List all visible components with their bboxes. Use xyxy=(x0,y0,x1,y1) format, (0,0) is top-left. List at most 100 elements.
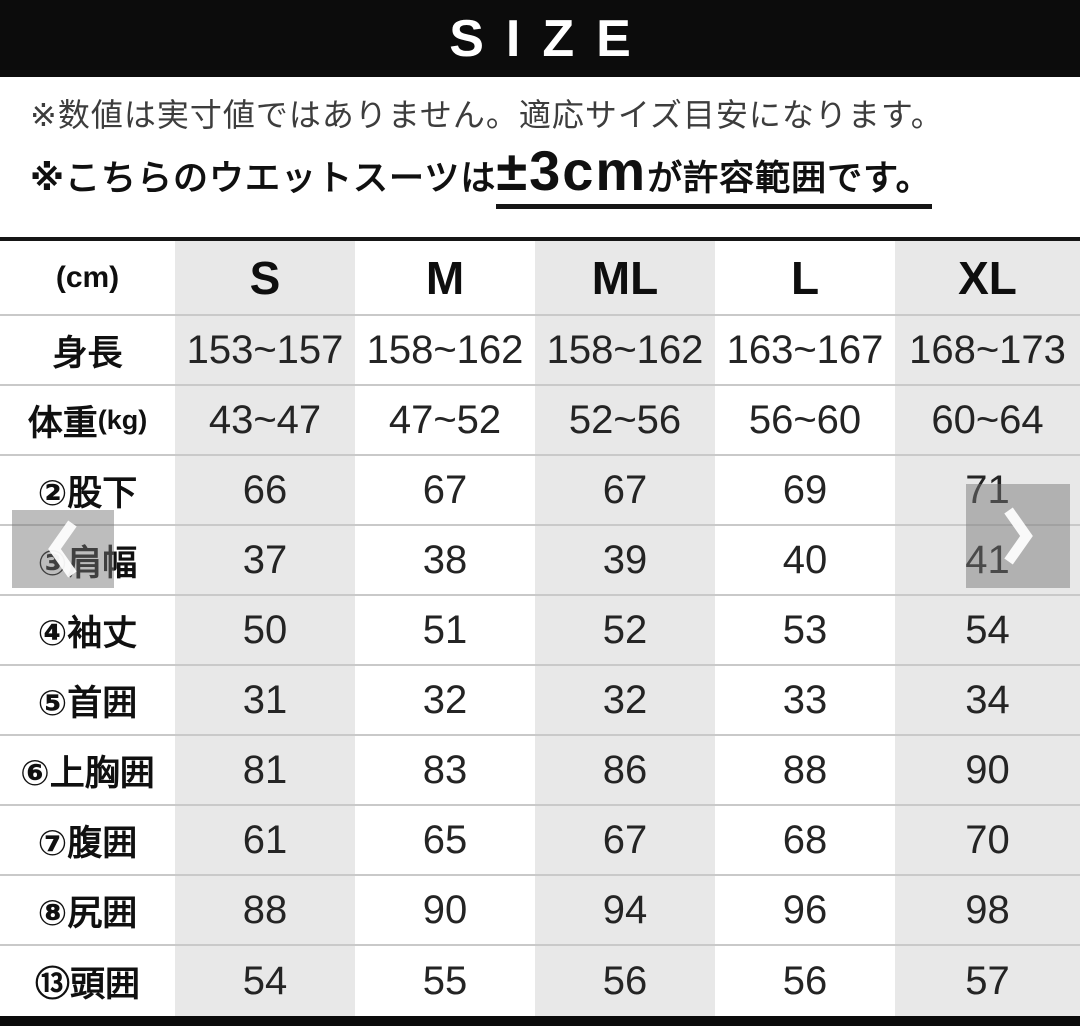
size-value: 37 xyxy=(175,526,355,594)
disclaimer-notes: ※数値は実寸値ではありません。適応サイズ目安になります。 ※こちらのウエットスー… xyxy=(0,77,1080,237)
note-tolerance-suffix: が許容範囲です。 xyxy=(647,158,932,198)
size-value: 153~157 xyxy=(175,316,355,384)
row-label-text: ⑤首囲 xyxy=(37,683,138,723)
size-value: 67 xyxy=(422,467,468,512)
size-value: 88 xyxy=(782,747,828,792)
table-row: ⑤首囲 31 32 32 33 34 xyxy=(0,666,1080,736)
size-value: 47~52 xyxy=(388,397,502,442)
table-row: ⑧尻囲 88 90 94 96 98 xyxy=(0,876,1080,946)
size-value: 96 xyxy=(782,887,828,932)
size-value: 57 xyxy=(895,946,1080,1016)
size-value: 56 xyxy=(782,958,828,1003)
tolerance-value: ±3cm xyxy=(496,138,648,202)
size-value: 90 xyxy=(895,736,1080,804)
column-header-l: L xyxy=(790,251,820,304)
size-value: 94 xyxy=(535,876,715,944)
size-value: 68 xyxy=(782,817,828,862)
size-value: 53 xyxy=(782,607,828,652)
chevron-right-icon xyxy=(1001,505,1035,567)
size-value: 39 xyxy=(535,526,715,594)
unit-header: (cm) xyxy=(55,260,120,294)
table-row: ⑦腹囲 61 65 67 68 70 xyxy=(0,806,1080,876)
row-label: 身長 xyxy=(0,316,175,384)
size-value: 54 xyxy=(175,946,355,1016)
size-value: 86 xyxy=(535,736,715,804)
row-label-text: ②股下 xyxy=(37,473,138,513)
size-value: 83 xyxy=(422,747,468,792)
table-row: ②股下 66 67 67 69 71 xyxy=(0,456,1080,526)
size-table: (cm) S M ML L XL 身長 153~157 158~162 158~162… xyxy=(0,237,1080,1026)
size-value: 56~60 xyxy=(748,397,862,442)
table-row: ③肩幅 37 38 39 40 41 xyxy=(0,526,1080,596)
previous-image-button[interactable] xyxy=(12,510,114,588)
table-row: ⑥上胸囲 81 83 86 88 90 xyxy=(0,736,1080,806)
size-value: 158~162 xyxy=(366,327,524,372)
size-value: 70 xyxy=(895,806,1080,874)
row-label-text: ⑥上胸囲 xyxy=(20,753,155,793)
column-header-xl: XL xyxy=(895,241,1080,314)
size-value: 67 xyxy=(535,456,715,524)
size-value: 168~173 xyxy=(895,316,1080,384)
size-value: 55 xyxy=(422,958,468,1003)
page-title: SIZE xyxy=(449,9,653,68)
size-value: 38 xyxy=(422,537,468,582)
table-row: ④袖丈 50 51 52 53 54 xyxy=(0,596,1080,666)
title-bar: SIZE xyxy=(0,0,1080,77)
row-label-text: ④袖丈 xyxy=(37,613,138,653)
size-value: 69 xyxy=(782,467,828,512)
size-table-body: 身長 153~157 158~162 158~162 163~167 168~173 体重(… xyxy=(0,316,1080,1016)
size-value: 41 xyxy=(895,526,1080,594)
column-header-s: S xyxy=(175,241,355,314)
size-value: 50 xyxy=(175,596,355,664)
size-value: 34 xyxy=(895,666,1080,734)
row-label: ⑤首囲 xyxy=(0,666,175,734)
row-label-text: 体重 xyxy=(27,403,98,443)
size-value: 88 xyxy=(175,876,355,944)
row-label-unit: (kg) xyxy=(97,404,148,435)
next-image-button[interactable] xyxy=(966,484,1070,588)
size-value: 158~162 xyxy=(535,316,715,384)
table-row: ⑬頭囲 54 55 56 56 57 xyxy=(0,946,1080,1016)
size-value: 56 xyxy=(535,946,715,1016)
size-value: 31 xyxy=(175,666,355,734)
size-value: 32 xyxy=(535,666,715,734)
note-tolerance: ※こちらのウエットスーツは±3cmが許容範囲です。 xyxy=(30,138,1080,209)
size-value: 65 xyxy=(422,817,468,862)
size-value: 90 xyxy=(422,887,468,932)
row-label-text: ⑦腹囲 xyxy=(37,823,138,863)
chevron-left-icon xyxy=(46,518,80,580)
size-value: 98 xyxy=(895,876,1080,944)
row-label-text: ⑧尻囲 xyxy=(37,893,138,933)
size-value: 52~56 xyxy=(535,386,715,454)
size-value: 66 xyxy=(175,456,355,524)
row-label: ⑧尻囲 xyxy=(0,876,175,944)
size-value: 81 xyxy=(175,736,355,804)
row-label-text: ⑬頭囲 xyxy=(34,964,140,1004)
row-label: ⑥上胸囲 xyxy=(0,736,175,804)
column-header-m: M xyxy=(425,251,465,304)
size-value: 60~64 xyxy=(895,386,1080,454)
note-measurement-disclaimer: ※数値は実寸値ではありません。適応サイズ目安になります。 xyxy=(30,97,944,133)
note-tolerance-underlined: ±3cmが許容範囲です。 xyxy=(496,138,932,209)
size-value: 40 xyxy=(782,537,828,582)
row-label: ②股下 xyxy=(0,456,175,524)
size-value: 33 xyxy=(782,677,828,722)
size-value: 43~47 xyxy=(175,386,355,454)
table-row: 体重 (kg) 43~47 47~52 52~56 56~60 60~64 xyxy=(0,386,1080,456)
size-value: 61 xyxy=(175,806,355,874)
size-value: 67 xyxy=(535,806,715,874)
size-value: 54 xyxy=(895,596,1080,664)
row-label: ⑦腹囲 xyxy=(0,806,175,874)
column-header-ml: ML xyxy=(535,241,715,314)
row-label: 体重 (kg) xyxy=(0,386,175,454)
table-row: 身長 153~157 158~162 158~162 163~167 168~173 xyxy=(0,316,1080,386)
table-header-row: (cm) S M ML L XL xyxy=(0,241,1080,316)
size-value: 163~167 xyxy=(726,327,884,372)
note-tolerance-prefix: ※こちらのウエットスーツは xyxy=(30,158,497,198)
size-value: 32 xyxy=(422,677,468,722)
row-label: ⑬頭囲 xyxy=(0,946,175,1016)
size-value: 71 xyxy=(895,456,1080,524)
row-label-text: 身長 xyxy=(52,333,123,373)
size-value: 52 xyxy=(535,596,715,664)
